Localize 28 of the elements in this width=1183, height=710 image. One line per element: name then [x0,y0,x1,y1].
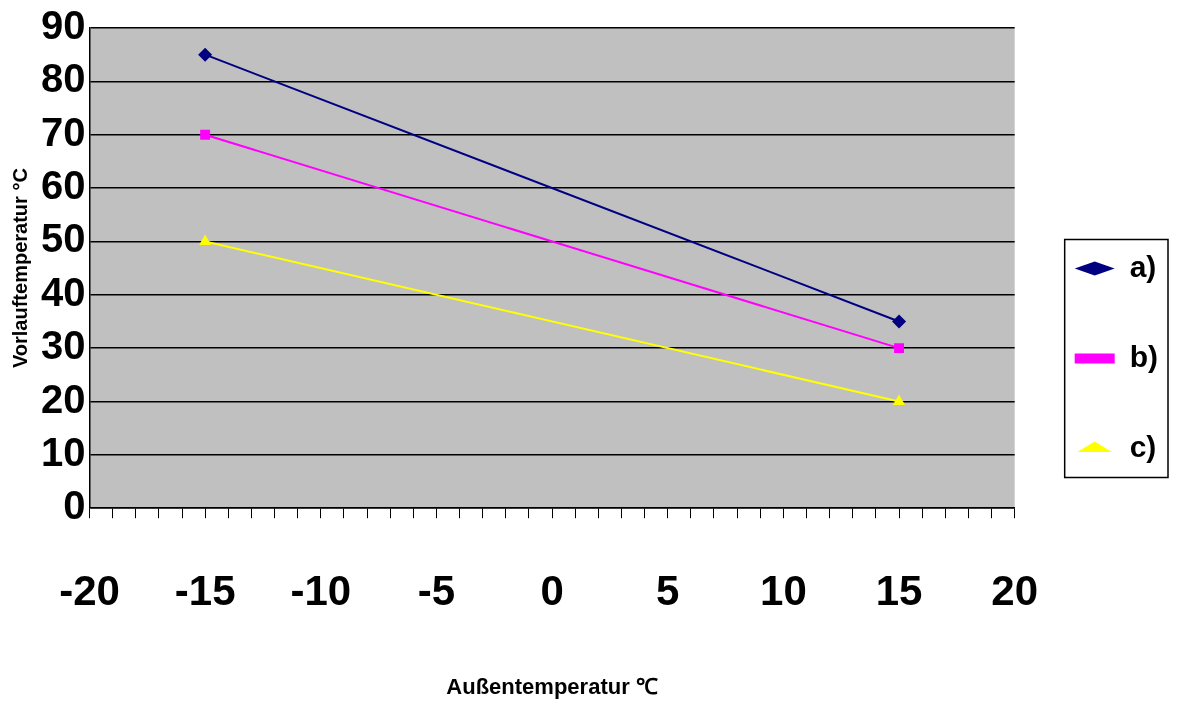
y-tick-label: 30 [40,323,86,368]
point [200,129,211,140]
x-tick-label: 0 [540,566,564,614]
x-axis-title: Außentemperatur ℃ [446,673,658,699]
y-tick-label: 90 [40,3,86,48]
x-tick-label: -15 [174,566,236,614]
y-tick-label: 50 [40,216,86,261]
point [892,314,907,329]
legend-label: b) [1129,339,1159,373]
legend-label: c) [1129,429,1157,463]
point [198,47,213,62]
y-tick-label: 70 [40,109,86,154]
x-tick-label: -10 [290,566,352,614]
legend-label: a) [1129,249,1157,283]
x-tick-label: 10 [760,566,807,614]
x-tick-label: 20 [991,566,1039,614]
x-tick-label: -5 [417,566,456,614]
y-axis-title: Vorlauftemperatur °C [8,168,31,369]
x-tick-label: 15 [875,566,923,614]
y-tick-label: 0 [63,483,86,528]
x-tick-label: -20 [59,566,120,614]
point [894,343,904,354]
x-tick-label: 5 [656,566,680,614]
y-tick-label: 80 [40,56,86,101]
y-tick-label: 10 [40,429,86,474]
y-tick-label: 40 [40,269,86,314]
y-tick-label: 60 [40,163,86,208]
y-tick-label: 20 [40,376,86,421]
